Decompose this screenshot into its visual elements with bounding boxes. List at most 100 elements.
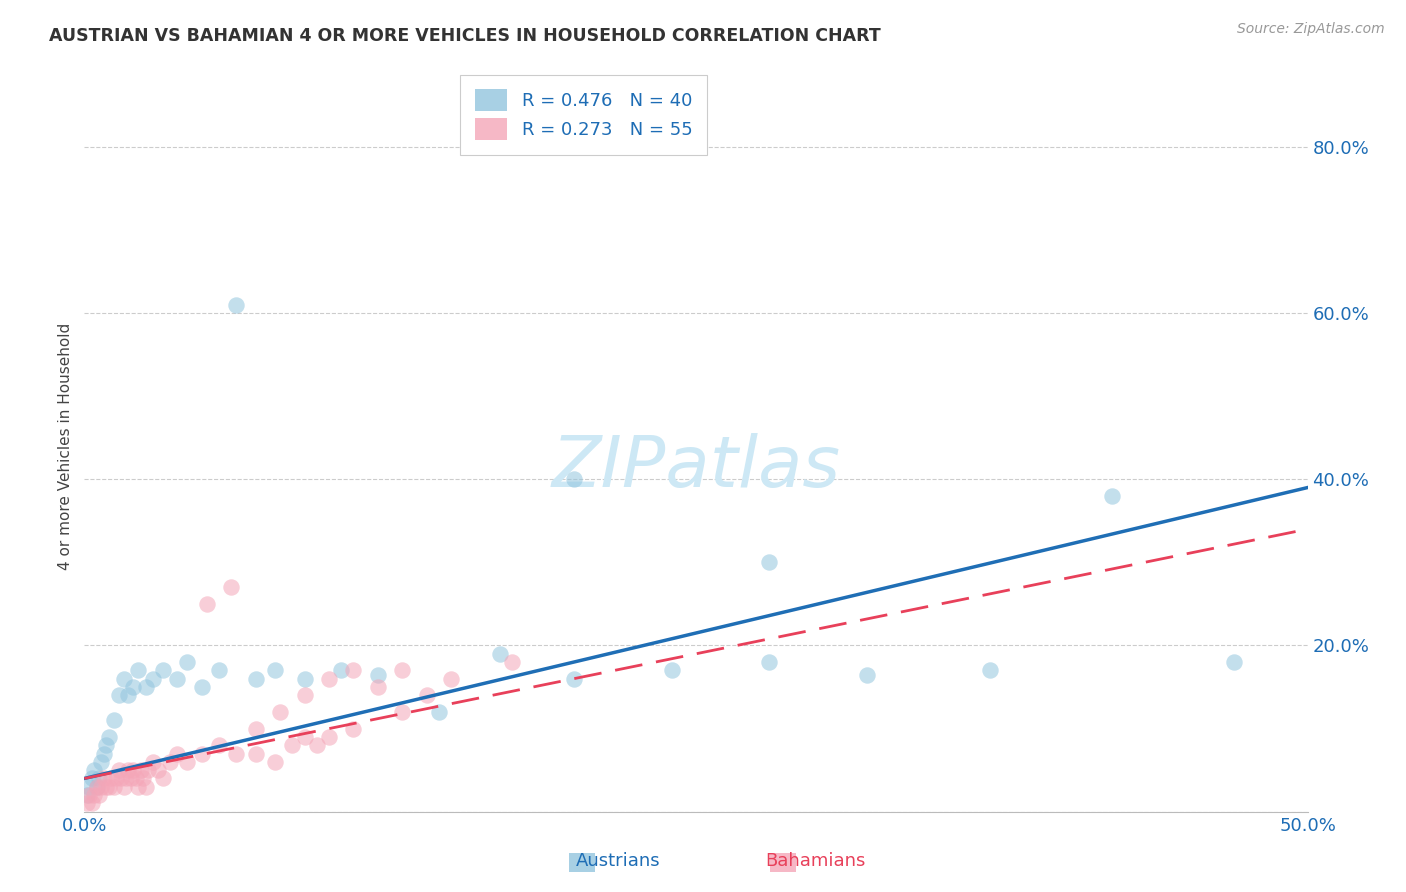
- Point: [115, 772, 138, 786]
- Point: [856, 667, 879, 681]
- Point: [342, 664, 364, 678]
- Point: [195, 597, 218, 611]
- Point: [979, 664, 1001, 678]
- Point: [562, 672, 585, 686]
- Point: [219, 580, 242, 594]
- Point: [391, 705, 413, 719]
- Point: [135, 680, 157, 694]
- Point: [76, 788, 98, 802]
- Point: [294, 689, 316, 703]
- Point: [136, 763, 159, 777]
- Point: [112, 672, 135, 686]
- Point: [427, 705, 450, 719]
- Point: [86, 780, 108, 794]
- Point: [294, 730, 316, 744]
- Point: [96, 738, 118, 752]
- Point: [367, 680, 389, 694]
- Point: [103, 780, 125, 794]
- Point: [122, 763, 145, 777]
- Point: [245, 672, 267, 686]
- Point: [342, 722, 364, 736]
- Point: [166, 672, 188, 686]
- Text: AUSTRIAN VS BAHAMIAN 4 OR MORE VEHICLES IN HOUSEHOLD CORRELATION CHART: AUSTRIAN VS BAHAMIAN 4 OR MORE VEHICLES …: [49, 27, 882, 45]
- Point: [120, 772, 142, 786]
- Point: [152, 772, 174, 786]
- Point: [176, 655, 198, 669]
- Point: [83, 763, 105, 777]
- Point: [129, 763, 152, 777]
- Point: [367, 667, 389, 681]
- Text: Source: ZipAtlas.com: Source: ZipAtlas.com: [1237, 22, 1385, 37]
- Point: [76, 797, 98, 811]
- Point: [159, 755, 181, 769]
- Point: [208, 738, 231, 752]
- Point: [125, 772, 148, 786]
- Point: [245, 722, 267, 736]
- Point: [758, 555, 780, 569]
- Point: [318, 672, 340, 686]
- Point: [489, 647, 512, 661]
- Point: [87, 772, 110, 786]
- Legend: R = 0.476   N = 40, R = 0.273   N = 55: R = 0.476 N = 40, R = 0.273 N = 55: [460, 75, 707, 155]
- Point: [440, 672, 463, 686]
- Point: [87, 788, 110, 802]
- Point: [77, 780, 100, 794]
- Point: [166, 747, 188, 761]
- Point: [281, 738, 304, 752]
- Point: [100, 772, 122, 786]
- Point: [122, 680, 145, 694]
- Text: ZIPatlas: ZIPatlas: [551, 434, 841, 502]
- Point: [112, 780, 135, 794]
- Point: [107, 689, 129, 703]
- Point: [176, 755, 198, 769]
- Point: [305, 738, 328, 752]
- Point: [264, 755, 287, 769]
- Point: [86, 780, 108, 794]
- Point: [146, 763, 169, 777]
- Point: [245, 747, 267, 761]
- Point: [330, 664, 353, 678]
- Y-axis label: 4 or more Vehicles in Household: 4 or more Vehicles in Household: [58, 322, 73, 570]
- Point: [191, 680, 214, 694]
- Point: [191, 747, 214, 761]
- Point: [90, 780, 112, 794]
- Point: [1223, 655, 1246, 669]
- Point: [225, 747, 247, 761]
- Point: [269, 705, 291, 719]
- Point: [80, 797, 103, 811]
- Point: [103, 714, 125, 728]
- Point: [80, 772, 103, 786]
- Point: [1101, 489, 1123, 503]
- Point: [110, 772, 132, 786]
- Point: [117, 689, 139, 703]
- Point: [758, 655, 780, 669]
- Point: [208, 664, 231, 678]
- Point: [416, 689, 439, 703]
- Point: [391, 664, 413, 678]
- Point: [502, 655, 524, 669]
- Point: [83, 788, 105, 802]
- Point: [142, 672, 165, 686]
- Text: Austrians: Austrians: [576, 852, 661, 870]
- Point: [127, 780, 149, 794]
- Point: [135, 780, 157, 794]
- Point: [132, 772, 155, 786]
- Point: [107, 763, 129, 777]
- Point: [562, 472, 585, 486]
- Point: [77, 788, 100, 802]
- Point: [661, 664, 683, 678]
- Point: [225, 298, 247, 312]
- Point: [97, 730, 120, 744]
- Point: [97, 780, 120, 794]
- Point: [105, 772, 128, 786]
- Point: [142, 755, 165, 769]
- Point: [152, 664, 174, 678]
- Point: [93, 772, 115, 786]
- Point: [96, 780, 118, 794]
- Point: [264, 664, 287, 678]
- Point: [90, 755, 112, 769]
- Point: [93, 747, 115, 761]
- Point: [117, 763, 139, 777]
- Point: [294, 672, 316, 686]
- Point: [318, 730, 340, 744]
